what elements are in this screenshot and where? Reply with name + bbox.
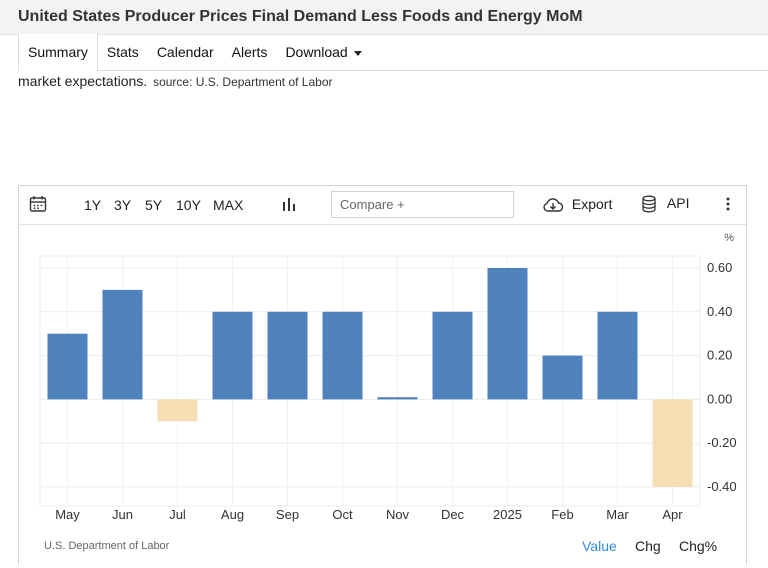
more-options-icon[interactable] (725, 196, 731, 215)
tab-summary[interactable]: Summary (18, 34, 98, 71)
range-3y[interactable]: 3Y (114, 197, 132, 213)
api-label: API (666, 195, 690, 211)
calendar-icon[interactable] (29, 195, 47, 216)
title-bar: United States Producer Prices Final Dema… (0, 0, 768, 35)
tab-stats[interactable]: Stats (106, 44, 139, 60)
tab-download[interactable]: Download (276, 34, 370, 70)
chart-toolbar: 1Y 3Y 5Y 10Y MAX Export API (19, 186, 746, 225)
footer-tab-chg-pct[interactable]: Chg% (679, 538, 718, 554)
caret-down-icon (353, 50, 362, 56)
tab-download-label: Download (285, 44, 348, 60)
cloud-download-icon (543, 198, 564, 212)
api-button[interactable]: API (641, 195, 689, 213)
footer-tab-chg[interactable]: Chg (635, 538, 661, 554)
page-title: United States Producer Prices Final Dema… (18, 8, 583, 25)
range-1y[interactable]: 1Y (84, 197, 102, 213)
tab-calendar[interactable]: Calendar (156, 44, 214, 60)
description-text: market expectations. (18, 73, 148, 89)
description-source: source: U.S. Department of Labor (153, 75, 333, 89)
chart-source: U.S. Department of Labor (44, 540, 170, 552)
range-5y[interactable]: 5Y (145, 197, 163, 213)
footer-tab-value[interactable]: Value (582, 538, 617, 554)
tab-bar: Summary Stats Calendar Alerts Download (18, 34, 768, 71)
export-label: Export (571, 196, 613, 212)
export-button[interactable]: Export (542, 196, 612, 214)
range-10y[interactable]: 10Y (176, 197, 201, 213)
compare-input[interactable] (331, 191, 514, 218)
database-icon (642, 195, 656, 213)
description: market expectations. source: U.S. Depart… (18, 73, 332, 89)
range-max[interactable]: MAX (213, 197, 244, 213)
chart-container: 1Y 3Y 5Y 10Y MAX Export API (18, 185, 747, 565)
tab-alerts[interactable]: Alerts (231, 44, 268, 60)
bar-chart-icon[interactable] (281, 196, 297, 215)
